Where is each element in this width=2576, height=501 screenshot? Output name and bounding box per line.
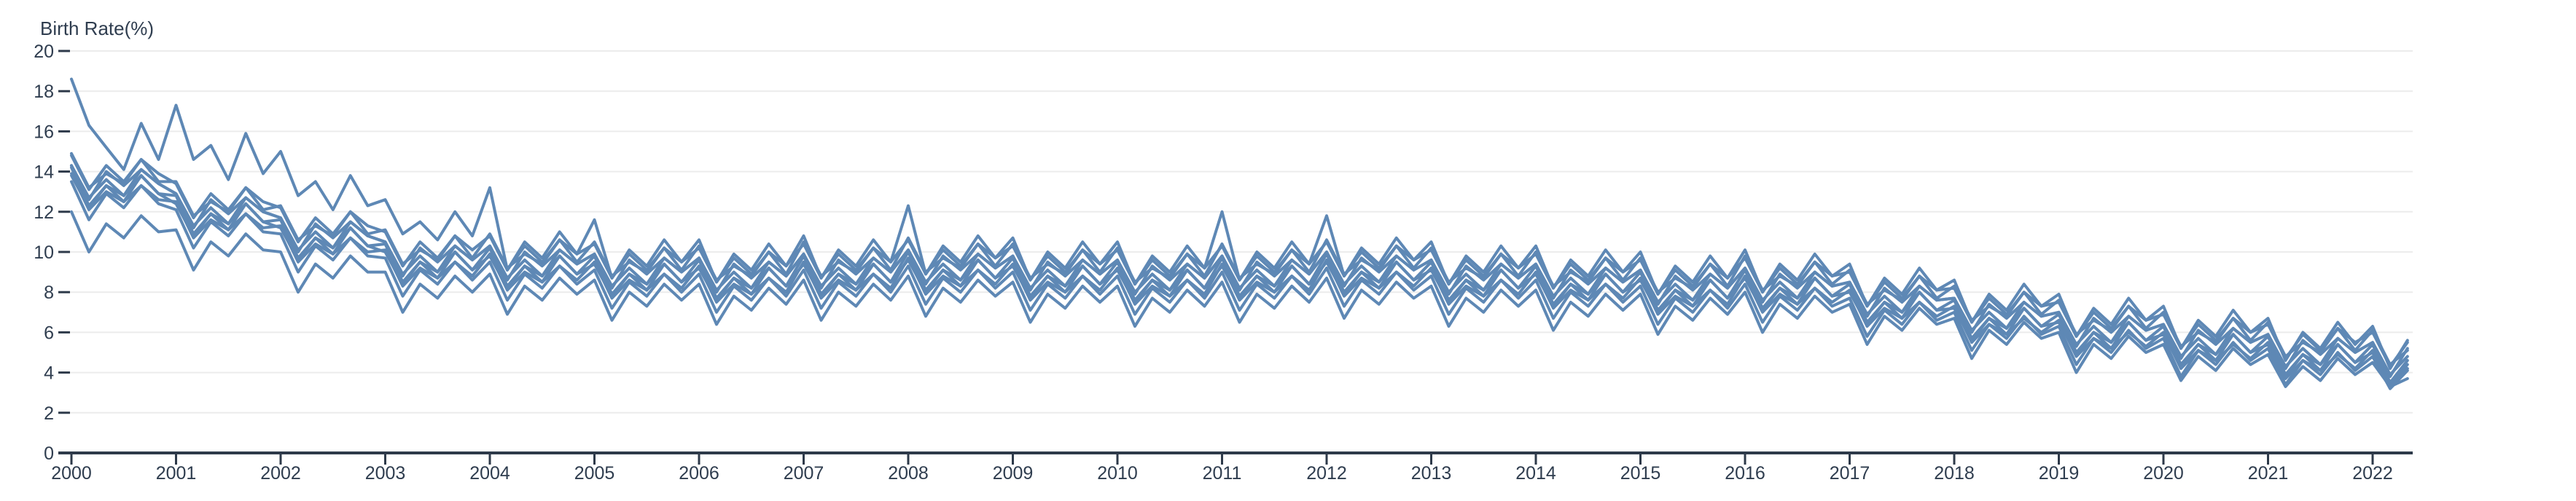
y-tick-label-2: 2 — [44, 403, 54, 424]
x-tick-label-2011: 2011 — [1203, 463, 1242, 484]
x-tick-label-2013: 2013 — [1411, 463, 1452, 484]
x-tick-label-2010: 2010 — [1097, 463, 1138, 484]
series-line-9[interactable] — [70, 180, 2409, 390]
series-line-1[interactable] — [70, 77, 2409, 371]
series-line-3[interactable] — [70, 151, 2409, 366]
y-tick-label-10: 10 — [34, 242, 54, 263]
x-tick-label-2001: 2001 — [156, 463, 197, 484]
y-tick-label-20: 20 — [34, 42, 54, 62]
y-tick-label-8: 8 — [44, 283, 54, 303]
x-tick-label-2020: 2020 — [2143, 463, 2184, 484]
y-axis-title: Birth Rate(%) — [40, 17, 155, 39]
x-tick-label-2014: 2014 — [1515, 463, 1556, 484]
x-tick-label-2019: 2019 — [2039, 463, 2080, 484]
series-line-5[interactable] — [70, 164, 2409, 376]
y-tick-label-4: 4 — [44, 363, 54, 384]
series-line-2[interactable] — [70, 154, 2409, 368]
x-tick-label-2016: 2016 — [1725, 463, 1765, 484]
x-tick-label-2022: 2022 — [2352, 463, 2393, 484]
x-tick-label-2005: 2005 — [574, 463, 615, 484]
x-tick-label-2002: 2002 — [260, 463, 301, 484]
x-tick-label-2012: 2012 — [1306, 463, 1347, 484]
x-tick-label-2021: 2021 — [2248, 463, 2289, 484]
y-tick-label-12: 12 — [34, 202, 54, 223]
x-tick-label-2003: 2003 — [365, 463, 406, 484]
series-lines — [70, 77, 2409, 390]
y-tick-label-0: 0 — [44, 443, 54, 464]
x-tick-label-2006: 2006 — [679, 463, 719, 484]
y-tick-label-6: 6 — [44, 323, 54, 343]
x-tick-label-2000: 2000 — [51, 463, 92, 484]
series-line-10[interactable] — [70, 210, 2409, 388]
x-tick-label-2009: 2009 — [993, 463, 1034, 484]
gridlines — [70, 50, 2413, 414]
x-tick-label-2017: 2017 — [1830, 463, 1870, 484]
x-tick-label-2018: 2018 — [1934, 463, 1975, 484]
x-tick-label-2007: 2007 — [784, 463, 824, 484]
y-tick-label-16: 16 — [34, 122, 54, 142]
x-tick-label-2015: 2015 — [1620, 463, 1661, 484]
y-tick-label-14: 14 — [34, 162, 54, 183]
x-tick-label-2004: 2004 — [469, 463, 510, 484]
x-tick-label-2008: 2008 — [888, 463, 929, 484]
y-axis: 0 2 4 6 8 10 12 14 16 18 20 — [34, 42, 70, 464]
y-tick-label-18: 18 — [34, 82, 54, 102]
x-axis: 2000 2001 2002 2003 2004 2005 2006 2007 2008 2009… — [51, 451, 2413, 484]
